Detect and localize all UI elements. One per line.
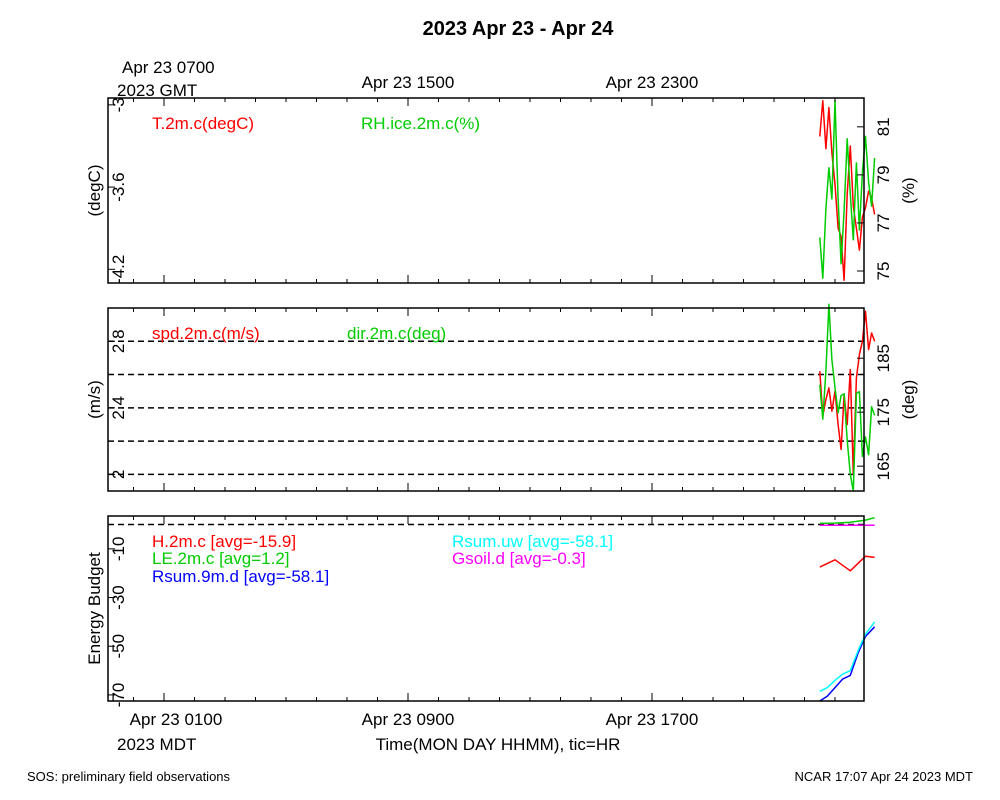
y-axis-label: Energy Budget — [85, 552, 104, 665]
y-tick-label: -10 — [109, 537, 128, 562]
y2-tick-label: 81 — [874, 117, 893, 136]
wind-panel: 2 2.4 2.8 (m/s) 165 175 185 (deg) spd.2m.c(m/s) d… — [85, 303, 918, 492]
chart-title: 2023 Apr 23 - Apr 24 — [423, 18, 615, 40]
legend-entry: dir.2m.c(deg) — [347, 324, 446, 343]
y-tick-label: 2.4 — [109, 396, 128, 420]
series-line-dir-2m-c-deg- — [819, 303, 876, 492]
legend-entry: spd.2m.c(m/s) — [152, 324, 260, 343]
y-tick-label: 2.8 — [109, 329, 128, 353]
y-tick-label: -30 — [109, 585, 128, 610]
y2-axis-label: (%) — [899, 177, 918, 203]
top-tick-label-2300: Apr 23 2300 — [606, 73, 699, 92]
footer-right: NCAR 17:07 Apr 24 2023 MDT — [795, 769, 974, 784]
legend-entry: H.2m.c [avg=-15.9] — [152, 532, 296, 551]
series-line-rh-ice-2m-c- — [819, 99, 876, 279]
y-tick-label: -3.6 — [109, 172, 128, 201]
x-axis-label: Time(MON DAY HHMM), tic=HR — [376, 735, 621, 754]
bottom-zone-label: 2023 MDT — [117, 735, 196, 754]
top-zone-label-1: Apr 23 0700 — [122, 58, 215, 77]
y-tick-label: -70 — [109, 683, 128, 708]
temperature-humidity-panel: -3 -3.6 -4.2 (degC) 75 77 79 81 (%) T.2m.c(degC) R… — [85, 97, 918, 284]
y2-tick-label: 79 — [874, 165, 893, 184]
plot-frame — [107, 307, 865, 492]
y2-axis-label: (deg) — [899, 380, 918, 420]
y-axis-label: (m/s) — [85, 380, 104, 419]
y2-tick-label: 77 — [874, 213, 893, 232]
series-line-le-2m-c — [819, 516, 875, 525]
top-zone-label-2: 2023 GMT — [117, 81, 197, 100]
plot-frame — [107, 515, 865, 702]
y-tick-label: -4.2 — [109, 255, 128, 284]
series-line-spd-2m-c-m-s- — [819, 310, 876, 476]
top-tick-label-1500: Apr 23 1500 — [362, 73, 455, 92]
y2-tick-label: 185 — [874, 344, 893, 372]
energy-budget-panel: -10 -30 -50 -70 Energy Budget H.2m.c [avg=-15… — [85, 515, 876, 708]
legend-entry: LE.2m.c [avg=1.2] — [152, 549, 290, 568]
y-tick-label: -50 — [109, 634, 128, 659]
y-tick-label: 2 — [109, 470, 128, 479]
bottom-tick-label-1700: Apr 23 1700 — [606, 710, 699, 729]
legend-entry: RH.ice.2m.c(%) — [361, 114, 480, 133]
legend-entry: Rsum.uw [avg=-58.1] — [452, 532, 613, 551]
y-axis-label: (degC) — [85, 165, 104, 217]
legend-entry: Rsum.9m.d [avg=-58.1] — [152, 567, 329, 586]
legend-entry: Gsoil.d [avg=-0.3] — [452, 549, 586, 568]
bottom-tick-label-0900: Apr 23 0900 — [362, 710, 455, 729]
y2-tick-label: 75 — [874, 262, 893, 281]
series-line-t-2m-c-degc- — [819, 99, 876, 282]
footer-left: SOS: preliminary field observations — [27, 769, 231, 784]
plot-frame — [107, 97, 865, 284]
legend-entry: T.2m.c(degC) — [152, 114, 254, 133]
y-tick-label: -3 — [109, 97, 128, 112]
y2-tick-label: 165 — [874, 452, 893, 480]
series-line-h-2m-c — [819, 555, 875, 572]
y2-tick-label: 175 — [874, 398, 893, 426]
bottom-tick-label-0100: Apr 23 0100 — [130, 710, 223, 729]
